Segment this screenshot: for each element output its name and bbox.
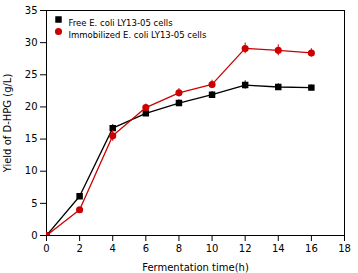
svg-text:16: 16 [305, 243, 318, 254]
svg-text:20: 20 [25, 101, 38, 112]
svg-text:Free E. coli LY13-05 cells: Free E. coli LY13-05 cells [69, 18, 174, 28]
svg-text:2: 2 [76, 243, 82, 254]
svg-text:12: 12 [239, 243, 252, 254]
svg-text:10: 10 [206, 243, 219, 254]
svg-text:4: 4 [110, 243, 116, 254]
svg-text:6: 6 [143, 243, 149, 254]
svg-text:0: 0 [43, 243, 49, 254]
svg-text:15: 15 [25, 133, 38, 144]
svg-text:8: 8 [176, 243, 182, 254]
svg-text:Fermentation time(h): Fermentation time(h) [142, 262, 249, 273]
svg-text:10: 10 [25, 165, 38, 176]
svg-text:14: 14 [272, 243, 285, 254]
svg-text:18: 18 [338, 243, 351, 254]
svg-text:Yield of D-HPG (g/L): Yield of D-HPG (g/L) [2, 74, 13, 174]
svg-text:25: 25 [25, 69, 38, 80]
svg-text:35: 35 [25, 5, 38, 16]
svg-text:0: 0 [31, 230, 37, 241]
svg-text:Immobilized E. coli LY13-05 ce: Immobilized E. coli LY13-05 cells [69, 30, 207, 40]
svg-text:5: 5 [31, 198, 37, 209]
svg-text:30: 30 [25, 37, 38, 48]
